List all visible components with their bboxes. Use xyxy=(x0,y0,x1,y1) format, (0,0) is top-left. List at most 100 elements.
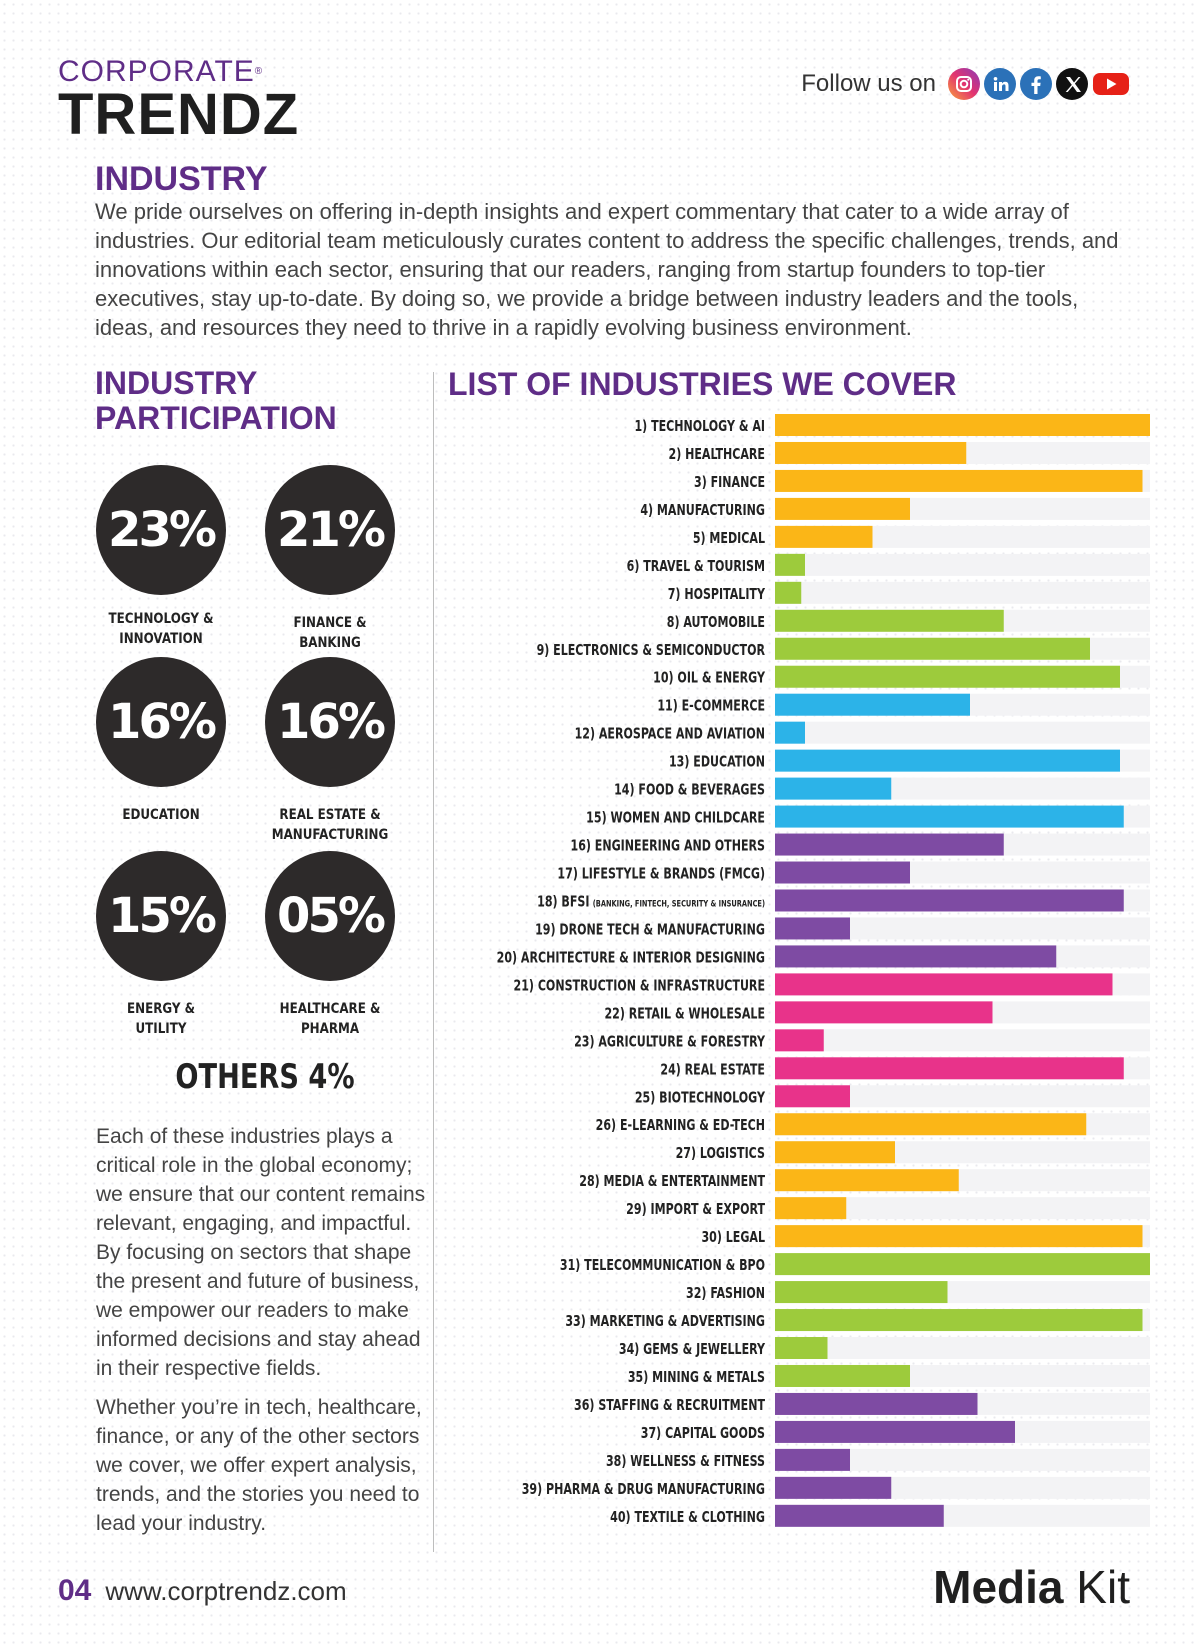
stat-label-line-1: HEALTHCARE & xyxy=(279,1001,381,1017)
bar xyxy=(775,1420,1015,1443)
bar xyxy=(775,1281,948,1304)
bar-label-text: 5) MEDICAL xyxy=(693,530,765,547)
bar xyxy=(775,1057,1124,1080)
bar-label-text: 21) CONSTRUCTION & INFRASTRUCTURE xyxy=(514,977,765,994)
bar xyxy=(775,609,1004,632)
bar-label-text: 24) REAL ESTATE xyxy=(660,1061,765,1078)
stat-circle: 23% xyxy=(96,465,226,595)
bar-track xyxy=(775,721,1150,744)
bar-track xyxy=(775,1029,1150,1052)
stat-education: 16% EDUCATION xyxy=(76,657,246,825)
stat-circle: 16% xyxy=(265,657,395,787)
bar xyxy=(775,721,805,744)
bar-track xyxy=(775,1085,1150,1108)
bar xyxy=(775,1253,1150,1276)
bar xyxy=(775,497,910,520)
bar xyxy=(775,469,1143,492)
bar-label-text: 4) MANUFACTURING xyxy=(640,502,765,519)
stat-label: EDUCATION xyxy=(89,805,234,825)
bar-label-text: 8) AUTOMOBILE xyxy=(667,614,765,631)
bar-label: 15) WOMEN AND CHILDCARE xyxy=(586,809,765,826)
bar-label-text: 28) MEDIA & ENTERTAINMENT xyxy=(579,1173,765,1190)
x-icon[interactable] xyxy=(1056,68,1088,100)
bar-label: 6) TRAVEL & TOURISM xyxy=(627,558,765,575)
bar xyxy=(775,1337,828,1360)
bar-label: 2) HEALTHCARE xyxy=(669,446,765,463)
others-percentage: OTHERS 4% xyxy=(175,1057,355,1097)
bar-label: 38) WELLNESS & FITNESS xyxy=(606,1453,765,1470)
stat-label-line-2: INNOVATION xyxy=(119,631,203,647)
bar-label: 4) MANUFACTURING xyxy=(640,502,765,519)
logo-top-text: CORPORATE® xyxy=(58,56,298,88)
bar-track xyxy=(775,917,1150,940)
bar xyxy=(775,637,1090,660)
stat-circle: 16% xyxy=(96,657,226,787)
bar-label-text: 26) E-LEARNING & ED-TECH xyxy=(596,1117,765,1134)
bar xyxy=(775,1392,978,1415)
bar-label: 7) HOSPITALITY xyxy=(668,586,766,603)
bar-track xyxy=(775,1337,1150,1360)
bar-label: 16) ENGINEERING AND OTHERS xyxy=(571,837,765,854)
bar-label: 5) MEDICAL xyxy=(693,530,765,547)
bar-label-text: 29) IMPORT & EXPORT xyxy=(626,1201,765,1218)
logo-top-word: CORPORATE xyxy=(58,55,255,88)
bar-label-text: 6) TRAVEL & TOURISM xyxy=(627,558,765,575)
stat-label-line-2: UTILITY xyxy=(135,1021,187,1037)
bar xyxy=(775,553,805,576)
bar xyxy=(775,1448,850,1471)
footer-left: 04 www.corptrendz.com xyxy=(58,1574,347,1608)
bar-label-subtext: (BANKING, FINTECH, SECURITY & INSURANCE) xyxy=(593,898,765,909)
bar xyxy=(775,441,967,464)
bar xyxy=(775,889,1124,912)
bar-label-text: 27) LOGISTICS xyxy=(676,1145,765,1162)
page-number: 04 xyxy=(58,1574,92,1607)
bar-label: 13) EDUCATION xyxy=(669,754,765,771)
bar xyxy=(775,777,892,800)
stat-label: REAL ESTATE & MANUFACTURING xyxy=(258,805,403,845)
corporate-trendz-logo[interactable]: CORPORATE® TRENDZ xyxy=(58,56,300,147)
column-divider xyxy=(433,372,434,1552)
bar-label-text: 3) FINANCE xyxy=(694,474,765,491)
stat-finance: 21% FINANCE & BANKING xyxy=(245,465,415,653)
bar xyxy=(775,1169,959,1192)
stat-technology: 23% TECHNOLOGY & INNOVATION xyxy=(76,465,246,649)
youtube-icon[interactable] xyxy=(1092,68,1130,100)
bar-label-text: 13) EDUCATION xyxy=(669,754,765,771)
bar-label: 25) BIOTECHNOLOGY xyxy=(635,1089,766,1106)
linkedin-icon[interactable] xyxy=(984,68,1016,100)
bar-label: 23) AGRICULTURE & FORESTRY xyxy=(574,1033,766,1050)
bar xyxy=(775,1029,824,1052)
bar-label-text: 34) GEMS & JEWELLERY xyxy=(619,1341,766,1358)
bar-label: 3) FINANCE xyxy=(694,474,765,491)
bar-label-text: 7) HOSPITALITY xyxy=(668,586,766,603)
bar xyxy=(775,693,970,716)
bar-track xyxy=(775,581,1150,604)
instagram-icon[interactable] xyxy=(948,68,980,100)
bar xyxy=(775,1113,1087,1136)
bar-label: 29) IMPORT & EXPORT xyxy=(626,1201,765,1218)
website-link[interactable]: www.corptrendz.com xyxy=(105,1576,347,1606)
stat-label-line-1: FINANCE & xyxy=(293,615,367,631)
bar-label-text: 1) TECHNOLOGY & AI xyxy=(634,418,765,435)
bar-label: 37) CAPITAL GOODS xyxy=(641,1425,765,1442)
bar xyxy=(775,749,1120,772)
bar-label: 34) GEMS & JEWELLERY xyxy=(619,1341,766,1358)
industry-heading: INDUSTRY xyxy=(95,160,268,198)
bar xyxy=(775,1085,850,1108)
stat-label: ENERGY & UTILITY xyxy=(89,999,234,1039)
bar-label-text: 33) MARKETING & ADVERTISING xyxy=(565,1313,765,1330)
bar xyxy=(775,1141,895,1164)
bar-label: 27) LOGISTICS xyxy=(676,1145,765,1162)
stat-energy: 15% ENERGY & UTILITY xyxy=(76,851,246,1039)
logo-bottom-text: TRENDZ xyxy=(58,82,300,147)
media-kit-light: Kit xyxy=(1063,1561,1130,1613)
stat-real-estate: 16% REAL ESTATE & MANUFACTURING xyxy=(245,657,415,845)
bar xyxy=(775,581,802,604)
bar-label: 32) FASHION xyxy=(686,1285,765,1302)
bar-label: 19) DRONE TECH & MANUFACTURING xyxy=(535,921,765,938)
bar-label: 21) CONSTRUCTION & INFRASTRUCTURE xyxy=(514,977,765,994)
bar-label-text: 9) ELECTRONICS & SEMICONDUCTOR xyxy=(537,642,766,659)
bar-label-text: 37) CAPITAL GOODS xyxy=(641,1425,765,1442)
participation-description: Each of these industries plays a critica… xyxy=(96,1122,426,1548)
facebook-icon[interactable] xyxy=(1020,68,1052,100)
